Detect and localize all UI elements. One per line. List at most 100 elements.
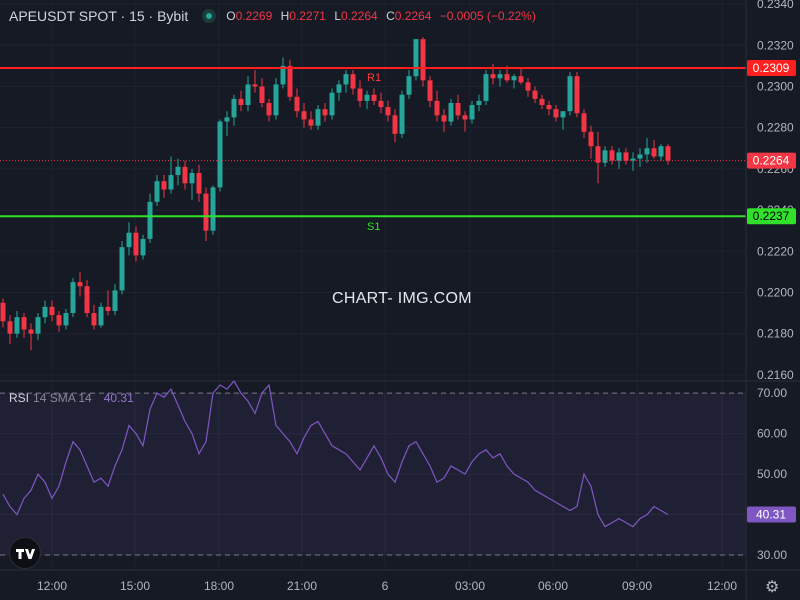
candle xyxy=(553,105,559,122)
candle-body xyxy=(133,232,139,256)
rsi-value: 40.31 xyxy=(103,391,134,405)
candle-body xyxy=(0,302,6,322)
rsi-legend[interactable]: RSI 14 SMA 14 40.31 xyxy=(9,391,134,405)
candle xyxy=(588,125,594,159)
candle xyxy=(7,315,13,344)
candle xyxy=(126,222,132,256)
candle-body xyxy=(448,102,454,122)
ohlc-values: O0.2269 H0.2271 L0.2264 C0.2264 −0.0005 … xyxy=(226,9,541,23)
candle xyxy=(441,109,447,132)
candle xyxy=(546,100,552,116)
candle-body xyxy=(455,102,461,116)
candle-body xyxy=(420,39,426,81)
candle-body xyxy=(84,286,90,314)
price-axis[interactable]: 0.23400.23200.23000.22800.22600.22400.22… xyxy=(757,0,794,382)
support-badge-bg xyxy=(747,208,796,225)
candle xyxy=(224,111,230,136)
time-axis[interactable]: 12:00 15:00 18:00 21:00 6 03:00 06:00 09:00 12:0… xyxy=(37,579,737,593)
candle-body xyxy=(504,74,510,81)
candle-body xyxy=(357,88,363,101)
time-tick-label: 09:00 xyxy=(622,579,652,593)
rsi-tick-label: 50.00 xyxy=(757,467,787,481)
candle xyxy=(413,39,419,81)
candle-body xyxy=(560,111,566,118)
candle-body xyxy=(609,150,615,161)
candle xyxy=(21,313,27,338)
candle-body xyxy=(21,317,27,330)
candle xyxy=(399,90,405,138)
candle-body xyxy=(56,315,62,326)
candle xyxy=(35,313,41,340)
rsi-line xyxy=(2,379,669,528)
price-tick-label: 0.2180 xyxy=(757,327,794,341)
rsi-tick-label: 30.00 xyxy=(757,548,787,562)
candle xyxy=(196,164,202,202)
candle-body xyxy=(252,84,258,87)
candle-body xyxy=(280,65,286,85)
candle-body xyxy=(574,76,580,114)
candle xyxy=(406,70,412,99)
candle xyxy=(252,70,258,93)
candle-body xyxy=(637,154,643,159)
candle xyxy=(350,70,356,95)
candle xyxy=(231,94,237,126)
support-label-s1: S1 xyxy=(367,221,380,233)
candle xyxy=(574,72,580,118)
candle-body xyxy=(413,39,419,77)
candle-body xyxy=(644,148,650,155)
chart-legend: APEUSDT SPOT · 15 · Bybit O0.2269 H0.227… xyxy=(9,8,541,24)
tradingview-logo-icon[interactable] xyxy=(9,537,41,569)
time-tick-label: 12:00 xyxy=(37,579,67,593)
candle xyxy=(665,144,671,165)
candle xyxy=(42,300,48,324)
time-tick-label: 06:00 xyxy=(538,579,568,593)
candle xyxy=(280,57,286,89)
candle xyxy=(630,152,636,171)
support-badge-text: 0.2237 xyxy=(753,209,790,223)
candle-body xyxy=(371,94,377,101)
candle-body xyxy=(336,84,342,93)
candle xyxy=(147,193,153,244)
candle-body xyxy=(28,329,34,334)
price-tick-label: 0.2160 xyxy=(757,368,794,382)
market-status-icon xyxy=(202,9,217,23)
candle xyxy=(217,119,223,192)
candle xyxy=(490,63,496,85)
candle-body xyxy=(203,193,209,231)
candle-body xyxy=(168,175,174,190)
candle-body xyxy=(63,313,69,326)
candle xyxy=(378,92,384,114)
candle-body xyxy=(98,306,104,326)
candle-body xyxy=(210,187,216,231)
candle-body xyxy=(518,76,524,83)
candle xyxy=(420,37,426,87)
rsi-tick-label: 70.00 xyxy=(757,386,787,400)
candle xyxy=(469,100,475,124)
candle xyxy=(14,310,20,338)
candle-body xyxy=(630,158,636,161)
candle-body xyxy=(329,92,335,116)
price-tick-label: 0.2220 xyxy=(757,244,794,258)
candle xyxy=(161,175,167,198)
candle-body xyxy=(385,107,391,116)
settings-gear-icon[interactable]: ⚙ xyxy=(765,579,780,596)
symbol-title[interactable]: APEUSDT SPOT · 15 · Bybit xyxy=(9,8,189,24)
candle xyxy=(581,109,587,138)
price-tick-label: 0.2280 xyxy=(757,121,794,135)
candle xyxy=(392,109,398,143)
candle xyxy=(70,278,76,318)
resistance-badge-text: 0.2309 xyxy=(753,61,790,75)
open-label: O xyxy=(226,9,236,23)
candle-body xyxy=(224,117,230,122)
candle-body xyxy=(42,306,48,318)
candle xyxy=(287,59,293,101)
candle-body xyxy=(147,201,153,239)
candle-body xyxy=(462,115,468,120)
candle xyxy=(448,98,454,126)
candle xyxy=(658,144,664,161)
candle xyxy=(133,226,139,262)
rsi-value-badge-text: 40.31 xyxy=(756,508,786,522)
candle xyxy=(483,70,489,106)
